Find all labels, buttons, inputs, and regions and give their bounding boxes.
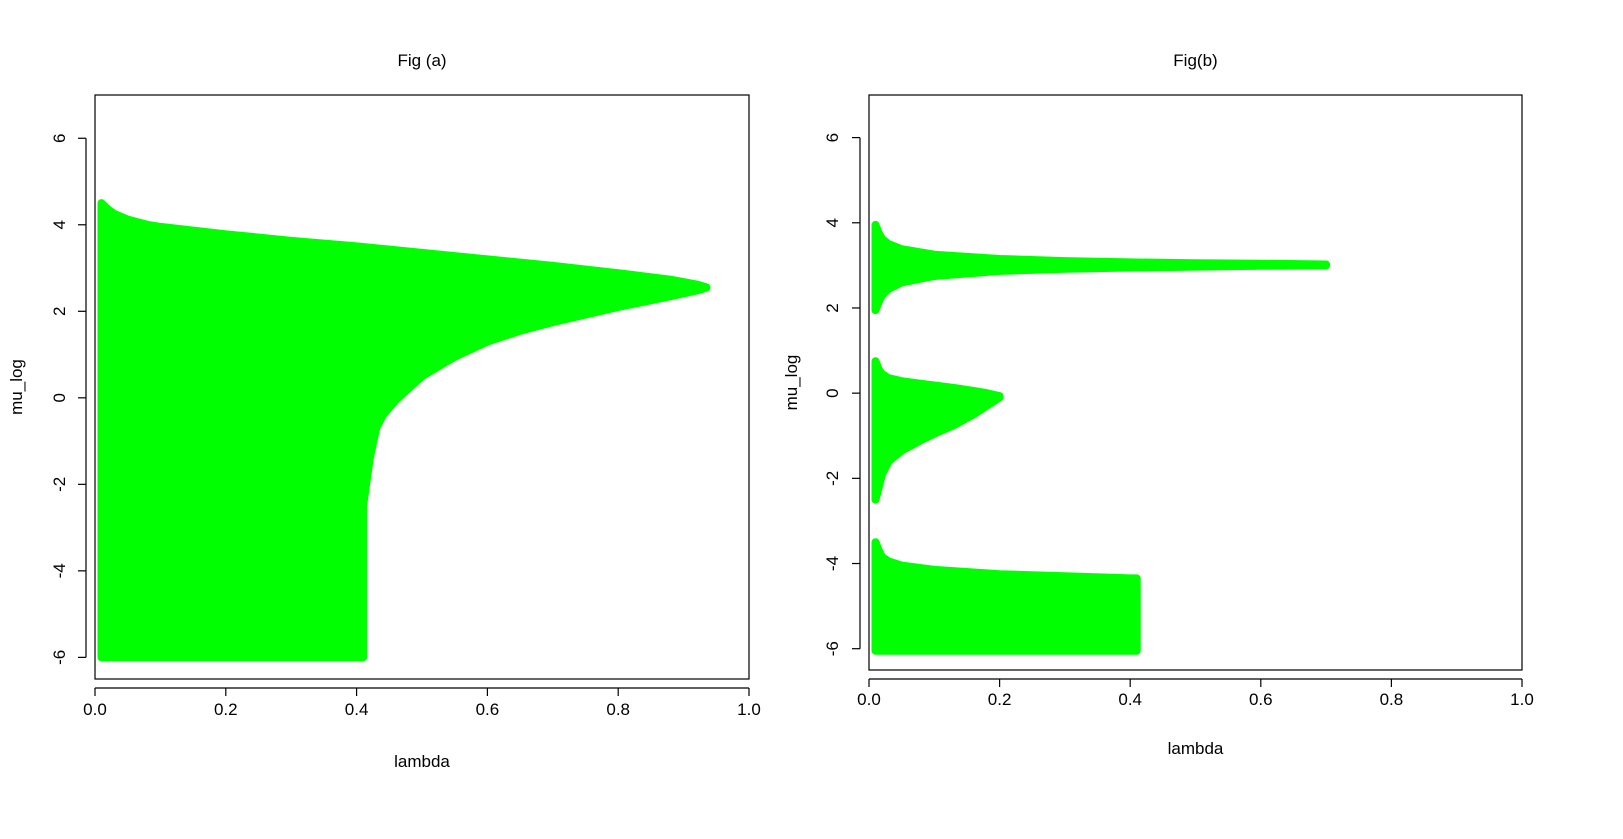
y-tick-label: -6 bbox=[823, 641, 842, 656]
y-tick-label: 4 bbox=[50, 220, 69, 229]
y-axis-label: mu_log bbox=[782, 355, 801, 411]
y-axis: -6 -4 -2 0 2 4 6 bbox=[823, 133, 861, 656]
chart-title: Fig(b) bbox=[1173, 51, 1217, 70]
x-tick-label: 1.0 bbox=[1510, 690, 1534, 709]
x-tick-label: 0.4 bbox=[1118, 690, 1142, 709]
y-tick-label: 2 bbox=[50, 307, 69, 316]
x-tick-label: 0.0 bbox=[83, 700, 107, 719]
point-cloud-region-0 bbox=[871, 220, 1331, 315]
x-tick-label: 0.0 bbox=[857, 690, 881, 709]
x-axis: 0.0 0.2 0.4 0.6 0.8 1.0 bbox=[857, 678, 1534, 709]
panel-fig-a: 0.0 0.2 0.4 0.6 0.8 1.0 -6 -4 -2 0 2 4 6 Fig (a) la… bbox=[7, 51, 761, 771]
plot-box bbox=[868, 94, 1523, 671]
plot-box bbox=[94, 94, 750, 680]
x-tick-label: 0.6 bbox=[476, 700, 500, 719]
plot-frame bbox=[94, 94, 750, 680]
y-axis: -6 -4 -2 0 2 4 6 bbox=[50, 134, 87, 665]
x-axis: 0.0 0.2 0.4 0.6 0.8 1.0 bbox=[83, 687, 761, 719]
point-cloud-region-2 bbox=[871, 538, 1141, 655]
y-tick-label: 0 bbox=[50, 393, 69, 402]
green-point-cloud bbox=[97, 199, 711, 662]
x-tick-label: 0.2 bbox=[214, 700, 238, 719]
x-axis-label: lambda bbox=[1168, 739, 1224, 758]
y-tick-label: -2 bbox=[50, 477, 69, 492]
y-tick-label: -6 bbox=[50, 650, 69, 665]
x-tick-label: 0.8 bbox=[1380, 690, 1404, 709]
green-point-cloud bbox=[871, 220, 1331, 655]
panel-fig-b: 0.0 0.2 0.4 0.6 0.8 1.0 -6 -4 -2 0 2 4 6 Fig(b) lam… bbox=[782, 51, 1534, 758]
y-axis-label: mu_log bbox=[7, 359, 26, 415]
y-tick-label: 4 bbox=[823, 218, 842, 227]
y-tick-label: 6 bbox=[823, 133, 842, 142]
plot-frame bbox=[868, 94, 1523, 671]
y-tick-label: 6 bbox=[50, 134, 69, 143]
y-tick-label: -2 bbox=[823, 471, 842, 486]
point-cloud-region-0 bbox=[97, 199, 711, 662]
x-tick-label: 0.4 bbox=[345, 700, 369, 719]
y-tick-label: 2 bbox=[823, 303, 842, 312]
y-tick-label: -4 bbox=[823, 556, 842, 571]
x-tick-label: 0.8 bbox=[606, 700, 630, 719]
y-tick-label: -4 bbox=[50, 563, 69, 578]
x-tick-label: 1.0 bbox=[737, 700, 761, 719]
point-cloud-region-1 bbox=[871, 357, 1004, 504]
y-tick-label: 0 bbox=[823, 388, 842, 397]
x-axis-label: lambda bbox=[394, 752, 450, 771]
chart-title: Fig (a) bbox=[397, 51, 446, 70]
x-tick-label: 0.2 bbox=[988, 690, 1012, 709]
x-tick-label: 0.6 bbox=[1249, 690, 1273, 709]
